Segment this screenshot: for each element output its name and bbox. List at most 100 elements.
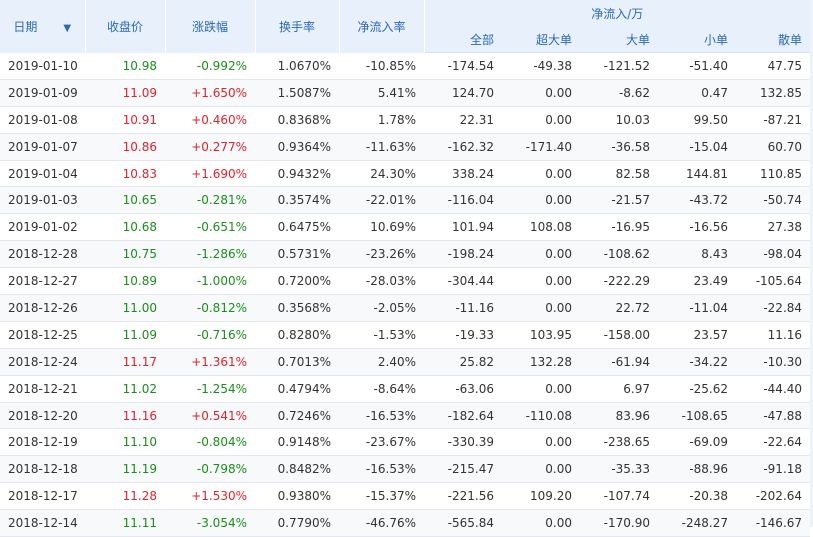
- cell-change: +1.690%: [165, 160, 255, 188]
- arrow-down-icon[interactable]: ▼: [63, 22, 72, 34]
- cell-net-large: -107.74: [580, 482, 658, 511]
- cell-turnover: 0.7013%: [255, 348, 339, 376]
- cell-net-large: 22.72: [580, 294, 658, 322]
- header-retail[interactable]: 散单: [736, 26, 811, 53]
- cell-net-all: -174.54: [424, 52, 502, 80]
- table-row[interactable]: 2018-12-24 11.17 +1.361% 0.7013% 2.40% 25.82 1…: [0, 348, 811, 376]
- header-large[interactable]: 大单: [580, 26, 658, 53]
- cell-change: +0.460%: [165, 106, 255, 134]
- cell-net-super: -171.40: [502, 133, 580, 161]
- cell-change: -0.716%: [165, 321, 255, 349]
- cell-change: -0.992%: [165, 52, 255, 80]
- cell-change: -0.281%: [165, 186, 255, 215]
- cell-turnover: 0.8280%: [255, 321, 339, 349]
- cell-net-all: -162.32: [424, 133, 502, 161]
- table-row[interactable]: 2019-01-07 10.86 +0.277% 0.9364% -11.63% -162…: [0, 133, 811, 161]
- header-super[interactable]: 超大单: [502, 26, 580, 53]
- cell-net-inflow-rate: -23.26%: [339, 240, 424, 269]
- cell-date: 2019-01-03: [0, 186, 85, 215]
- cell-net-retail: 27.38: [736, 213, 811, 242]
- cell-date: 2019-01-04: [0, 160, 85, 188]
- header-turnover[interactable]: 换手率: [255, 0, 340, 53]
- cell-net-large: -238.65: [580, 428, 658, 457]
- cell-net-super: 0.00: [502, 106, 580, 134]
- table-row[interactable]: 2018-12-21 11.02 -1.254% 0.4794% -8.64% -63.0…: [0, 375, 811, 403]
- cell-net-inflow-rate: -10.85%: [339, 52, 424, 80]
- header-change[interactable]: 涨跌幅: [165, 0, 256, 53]
- cell-net-small: -11.04: [658, 294, 736, 322]
- cell-change: -1.000%: [165, 267, 255, 296]
- cell-net-all: 25.82: [424, 348, 502, 376]
- cell-net-all: 124.70: [424, 79, 502, 107]
- cell-net-all: -304.44: [424, 267, 502, 296]
- header-date[interactable]: 日期 ▼: [0, 0, 86, 53]
- cell-date: 2018-12-18: [0, 455, 85, 484]
- table-row[interactable]: 2019-01-04 10.83 +1.690% 0.9432% 24.30% 338.2…: [0, 160, 811, 188]
- cell-net-inflow-rate: -8.64%: [339, 375, 424, 403]
- cell-net-large: 83.96: [580, 402, 658, 430]
- scrollbar-track[interactable]: [810, 0, 813, 527]
- table-row[interactable]: 2019-01-03 10.65 -0.281% 0.3574% -22.01% -116…: [0, 186, 811, 215]
- cell-date: 2018-12-25: [0, 321, 85, 349]
- table-row[interactable]: 2018-12-19 11.10 -0.804% 0.9148% -23.67% -330…: [0, 428, 811, 457]
- cell-date: 2018-12-20: [0, 402, 85, 430]
- table-row[interactable]: 2018-12-18 11.19 -0.798% 0.8482% -16.53% -215…: [0, 455, 811, 484]
- cell-net-all: -330.39: [424, 428, 502, 457]
- table-row[interactable]: 2019-01-08 10.91 +0.460% 0.8368% 1.78% 22.31 0…: [0, 106, 811, 134]
- cell-net-super: 132.28: [502, 348, 580, 376]
- table-row[interactable]: 2018-12-27 10.89 -1.000% 0.7200% -28.03% -304…: [0, 267, 811, 296]
- cell-net-inflow-rate: -16.53%: [339, 402, 424, 430]
- cell-turnover: 0.7790%: [255, 509, 339, 537]
- header-net-inflow-rate[interactable]: 净流入率: [339, 0, 425, 53]
- header-small[interactable]: 小单: [658, 26, 736, 53]
- cell-turnover: 0.8482%: [255, 455, 339, 484]
- cell-date: 2018-12-19: [0, 428, 85, 457]
- cell-close: 10.89: [85, 267, 165, 296]
- header-close[interactable]: 收盘价: [85, 0, 166, 53]
- cell-net-small: -15.04: [658, 133, 736, 161]
- cell-change: -0.804%: [165, 428, 255, 457]
- cell-net-retail: -146.67: [736, 509, 811, 537]
- table-row[interactable]: 2018-12-25 11.09 -0.716% 0.8280% -1.53% -19.3…: [0, 321, 811, 349]
- table-row[interactable]: 2018-12-20 11.16 +0.541% 0.7246% -16.53% -182…: [0, 402, 811, 430]
- cell-net-super: 0.00: [502, 294, 580, 322]
- cell-close: 10.91: [85, 106, 165, 134]
- table-row[interactable]: 2018-12-26 11.00 -0.812% 0.3568% -2.05% -11.1…: [0, 294, 811, 322]
- cell-change: +1.650%: [165, 79, 255, 107]
- cell-date: 2018-12-28: [0, 240, 85, 269]
- cell-net-large: -21.57: [580, 186, 658, 215]
- cell-net-retail: -22.84: [736, 294, 811, 322]
- cell-close: 11.11: [85, 509, 165, 537]
- cell-change: -1.286%: [165, 240, 255, 269]
- cell-change: -0.812%: [165, 294, 255, 322]
- cell-close: 10.86: [85, 133, 165, 161]
- cell-net-small: -88.96: [658, 455, 736, 484]
- cell-close: 10.98: [85, 52, 165, 80]
- table-row[interactable]: 2018-12-17 11.28 +1.530% 0.9380% -15.37% -221…: [0, 482, 811, 511]
- cell-date: 2019-01-02: [0, 213, 85, 242]
- header-all[interactable]: 全部: [424, 26, 502, 53]
- cell-net-inflow-rate: -46.76%: [339, 509, 424, 537]
- cell-net-small: 99.50: [658, 106, 736, 134]
- cell-close: 11.28: [85, 482, 165, 511]
- table-row[interactable]: 2019-01-10 10.98 -0.992% 1.0670% -10.85% -174…: [0, 52, 811, 80]
- cell-net-inflow-rate: -22.01%: [339, 186, 424, 215]
- cell-date: 2018-12-27: [0, 267, 85, 296]
- table-row[interactable]: 2018-12-14 11.11 -3.054% 0.7790% -46.76% -565…: [0, 509, 811, 537]
- cell-net-large: -36.58: [580, 133, 658, 161]
- table-row[interactable]: 2019-01-02 10.68 -0.651% 0.6475% 10.69% 101.9…: [0, 213, 811, 242]
- cell-net-super: 0.00: [502, 428, 580, 457]
- cell-net-super: 103.95: [502, 321, 580, 349]
- cell-turnover: 0.3574%: [255, 186, 339, 215]
- cell-net-large: -61.94: [580, 348, 658, 376]
- table-row[interactable]: 2019-01-09 11.09 +1.650% 1.5087% 5.41% 124.70…: [0, 79, 811, 107]
- cell-change: -1.254%: [165, 375, 255, 403]
- cell-net-retail: -87.21: [736, 106, 811, 134]
- cell-net-super: 0.00: [502, 455, 580, 484]
- cell-net-small: -25.62: [658, 375, 736, 403]
- cell-net-inflow-rate: -15.37%: [339, 482, 424, 511]
- cell-net-super: -49.38: [502, 52, 580, 80]
- cell-date: 2019-01-09: [0, 79, 85, 107]
- table-row[interactable]: 2018-12-28 10.75 -1.286% 0.5731% -23.26% -198…: [0, 240, 811, 269]
- cell-close: 11.10: [85, 428, 165, 457]
